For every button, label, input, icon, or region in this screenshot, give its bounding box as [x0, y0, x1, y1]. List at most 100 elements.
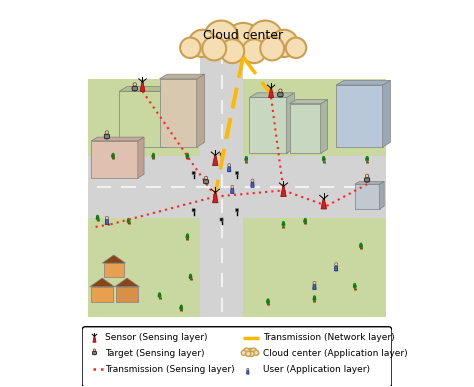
Polygon shape [281, 187, 286, 197]
Polygon shape [355, 182, 384, 184]
Polygon shape [249, 98, 287, 153]
Circle shape [271, 30, 298, 57]
FancyBboxPatch shape [132, 87, 137, 90]
FancyBboxPatch shape [192, 209, 195, 212]
Circle shape [93, 349, 96, 351]
Circle shape [133, 83, 137, 86]
Polygon shape [383, 80, 391, 147]
Circle shape [353, 284, 356, 287]
Polygon shape [313, 284, 316, 289]
Circle shape [105, 216, 109, 219]
Polygon shape [321, 199, 327, 209]
Polygon shape [321, 99, 328, 153]
Circle shape [111, 155, 115, 158]
Circle shape [186, 236, 189, 239]
Circle shape [152, 155, 155, 158]
Text: User (Application layer): User (Application layer) [264, 365, 370, 374]
Polygon shape [115, 278, 139, 287]
Circle shape [245, 158, 248, 161]
Circle shape [96, 215, 99, 217]
Circle shape [204, 21, 238, 55]
Text: Cloud center: Cloud center [203, 29, 283, 42]
Circle shape [365, 177, 370, 183]
Polygon shape [91, 141, 138, 178]
Circle shape [152, 153, 155, 155]
Polygon shape [336, 80, 391, 85]
Polygon shape [116, 287, 138, 302]
Circle shape [304, 218, 306, 220]
Polygon shape [119, 87, 173, 91]
Circle shape [278, 92, 283, 97]
Polygon shape [138, 137, 144, 178]
Circle shape [247, 368, 249, 370]
FancyBboxPatch shape [236, 209, 238, 212]
Circle shape [286, 38, 306, 58]
Polygon shape [140, 82, 145, 91]
Circle shape [189, 275, 192, 277]
Circle shape [186, 155, 189, 158]
Polygon shape [246, 370, 249, 374]
FancyBboxPatch shape [82, 327, 392, 387]
FancyBboxPatch shape [220, 218, 223, 221]
Circle shape [353, 285, 356, 288]
Circle shape [225, 23, 262, 60]
Circle shape [248, 21, 283, 55]
Circle shape [360, 243, 362, 245]
Circle shape [313, 296, 316, 298]
Polygon shape [212, 193, 218, 203]
Circle shape [366, 156, 368, 158]
Circle shape [322, 158, 325, 161]
Polygon shape [90, 278, 115, 287]
Polygon shape [93, 336, 96, 342]
Polygon shape [212, 156, 218, 166]
Circle shape [303, 220, 307, 223]
FancyBboxPatch shape [365, 178, 370, 182]
Circle shape [251, 179, 254, 182]
Circle shape [186, 154, 189, 157]
Circle shape [282, 223, 285, 226]
Circle shape [132, 86, 137, 91]
Circle shape [186, 153, 189, 155]
Circle shape [260, 36, 284, 60]
Polygon shape [88, 218, 200, 317]
Polygon shape [243, 218, 386, 317]
Circle shape [186, 234, 189, 236]
Circle shape [241, 350, 246, 355]
Circle shape [186, 235, 189, 237]
FancyBboxPatch shape [203, 180, 209, 183]
Polygon shape [88, 79, 200, 156]
Circle shape [204, 176, 208, 180]
Circle shape [304, 219, 307, 222]
Circle shape [323, 156, 325, 158]
Circle shape [283, 221, 284, 223]
Circle shape [365, 174, 369, 178]
Polygon shape [105, 219, 109, 224]
Circle shape [158, 293, 161, 296]
Polygon shape [336, 85, 383, 147]
Circle shape [189, 276, 192, 279]
Circle shape [220, 39, 244, 63]
Polygon shape [380, 182, 384, 209]
Circle shape [266, 301, 270, 304]
Circle shape [254, 350, 259, 355]
Circle shape [335, 263, 337, 266]
Circle shape [279, 89, 282, 92]
Polygon shape [160, 79, 197, 147]
Polygon shape [104, 263, 124, 277]
Text: Transmission (Sensing layer): Transmission (Sensing layer) [105, 365, 235, 374]
Polygon shape [355, 184, 380, 209]
Polygon shape [119, 91, 166, 147]
Circle shape [202, 36, 226, 60]
Circle shape [354, 283, 356, 286]
Polygon shape [88, 156, 386, 218]
Circle shape [359, 245, 363, 248]
Circle shape [105, 131, 109, 134]
Circle shape [282, 222, 285, 225]
Circle shape [203, 179, 209, 184]
Circle shape [313, 296, 316, 299]
Circle shape [158, 293, 161, 295]
Circle shape [249, 351, 255, 356]
Circle shape [158, 295, 161, 298]
Circle shape [104, 134, 109, 139]
FancyBboxPatch shape [192, 171, 195, 175]
